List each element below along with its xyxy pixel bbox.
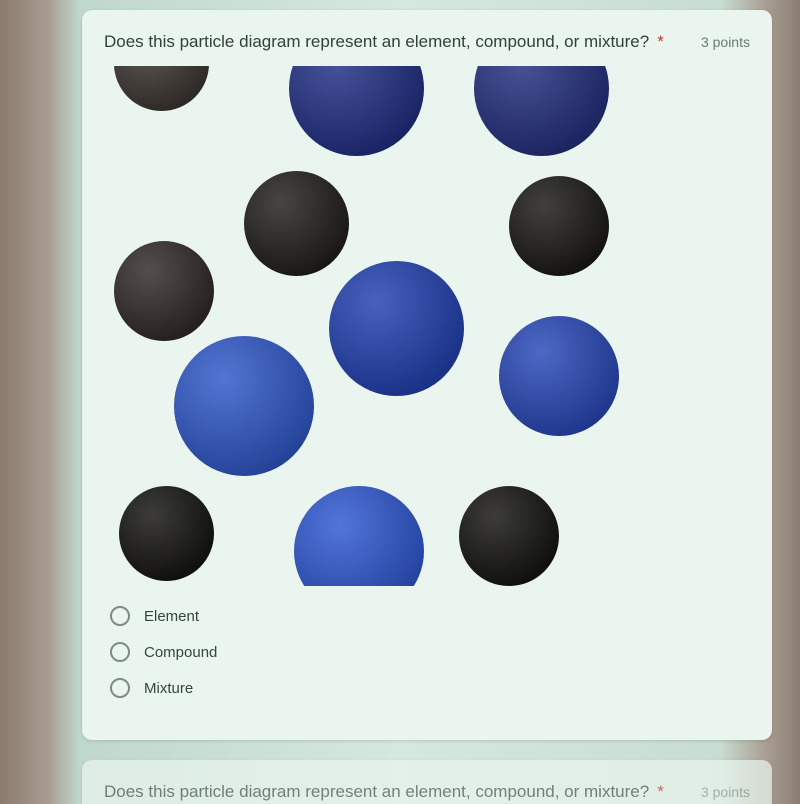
question-text: Does this particle diagram represent an …: [104, 782, 649, 802]
option-label: Mixture: [144, 680, 193, 697]
option-label: Compound: [144, 644, 217, 661]
particle: [474, 66, 609, 156]
option-label: Element: [144, 608, 199, 625]
question-card: Does this particle diagram represent an …: [82, 10, 772, 740]
question-header: Does this particle diagram represent an …: [104, 32, 750, 52]
points-label: 3 points: [701, 34, 750, 50]
options-group: Element Compound Mixture: [104, 606, 750, 698]
required-asterisk: *: [657, 32, 664, 52]
particle: [119, 486, 214, 581]
points-label: 3 points: [701, 784, 750, 800]
particle: [499, 316, 619, 436]
option-mixture[interactable]: Mixture: [110, 678, 750, 698]
particle: [294, 486, 424, 586]
question-text: Does this particle diagram represent an …: [104, 32, 649, 52]
radio-icon: [110, 678, 130, 698]
particle: [459, 486, 559, 586]
particle: [114, 241, 214, 341]
option-compound[interactable]: Compound: [110, 642, 750, 662]
particle: [114, 66, 209, 111]
option-element[interactable]: Element: [110, 606, 750, 626]
next-question-card-peek: Does this particle diagram represent an …: [82, 760, 772, 804]
radio-icon: [110, 642, 130, 662]
question-header: Does this particle diagram represent an …: [104, 782, 750, 802]
particle: [244, 171, 349, 276]
particle: [174, 336, 314, 476]
required-asterisk: *: [657, 782, 664, 802]
particle: [509, 176, 609, 276]
particle: [289, 66, 424, 156]
particle: [329, 261, 464, 396]
particle-diagram: [104, 66, 624, 586]
radio-icon: [110, 606, 130, 626]
